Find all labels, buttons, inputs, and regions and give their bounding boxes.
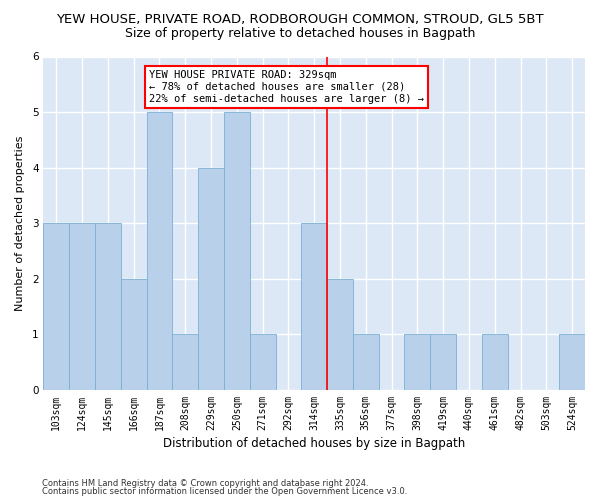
Bar — [301, 223, 327, 390]
Bar — [327, 279, 353, 390]
Y-axis label: Number of detached properties: Number of detached properties — [15, 136, 25, 311]
Bar — [69, 223, 95, 390]
Bar — [43, 223, 69, 390]
Bar — [430, 334, 456, 390]
Text: Contains HM Land Registry data © Crown copyright and database right 2024.: Contains HM Land Registry data © Crown c… — [42, 478, 368, 488]
Bar — [482, 334, 508, 390]
X-axis label: Distribution of detached houses by size in Bagpath: Distribution of detached houses by size … — [163, 437, 466, 450]
Bar — [95, 223, 121, 390]
Bar — [404, 334, 430, 390]
Bar — [146, 112, 172, 390]
Bar — [198, 168, 224, 390]
Bar — [121, 279, 146, 390]
Bar — [172, 334, 198, 390]
Text: YEW HOUSE PRIVATE ROAD: 329sqm
← 78% of detached houses are smaller (28)
22% of : YEW HOUSE PRIVATE ROAD: 329sqm ← 78% of … — [149, 70, 424, 104]
Text: Contains public sector information licensed under the Open Government Licence v3: Contains public sector information licen… — [42, 487, 407, 496]
Bar — [353, 334, 379, 390]
Bar — [224, 112, 250, 390]
Text: YEW HOUSE, PRIVATE ROAD, RODBOROUGH COMMON, STROUD, GL5 5BT: YEW HOUSE, PRIVATE ROAD, RODBOROUGH COMM… — [56, 12, 544, 26]
Text: Size of property relative to detached houses in Bagpath: Size of property relative to detached ho… — [125, 28, 475, 40]
Bar — [559, 334, 585, 390]
Bar — [250, 334, 275, 390]
